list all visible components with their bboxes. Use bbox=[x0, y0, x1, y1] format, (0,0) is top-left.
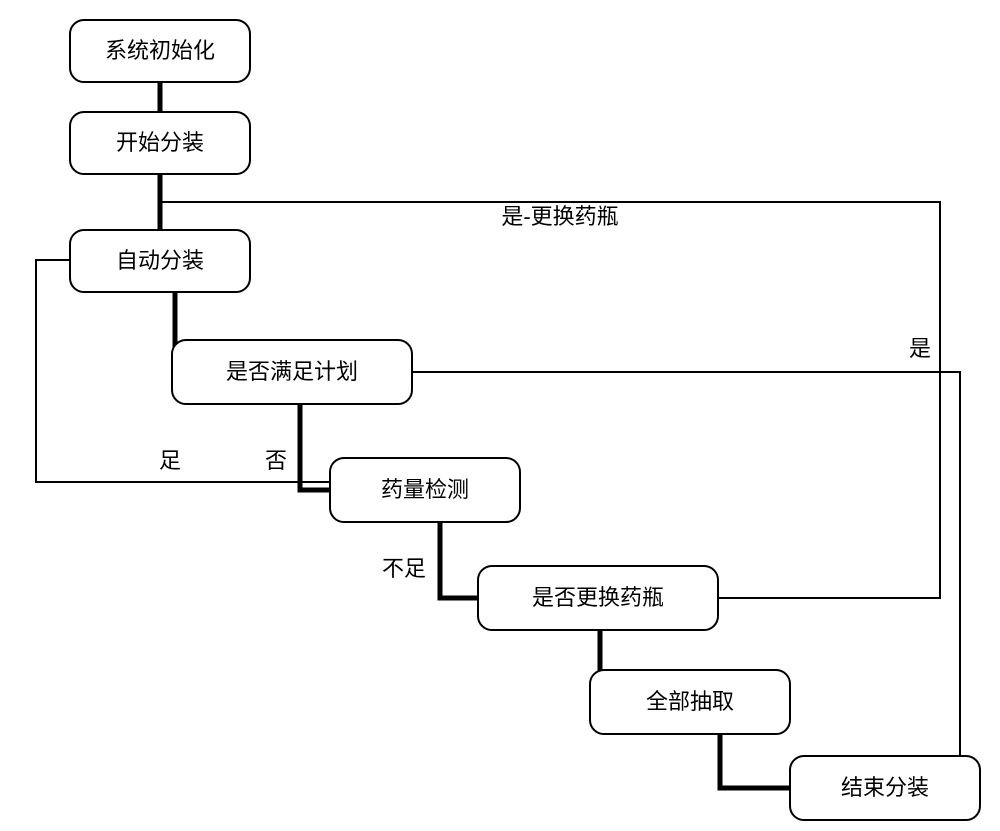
edge-label-e9: 是-更换药瓶 bbox=[501, 204, 618, 229]
node-label-n6: 是否更换药瓶 bbox=[532, 585, 664, 610]
node-label-n8: 结束分装 bbox=[841, 775, 929, 800]
edge-label-e10: 是 bbox=[909, 336, 931, 361]
edge-label-e4: 否 bbox=[265, 448, 287, 473]
node-label-n1: 系统初始化 bbox=[105, 38, 215, 63]
edge-label-e5: 足 bbox=[159, 448, 181, 473]
node-label-n2: 开始分装 bbox=[116, 130, 204, 155]
edge-label-e6: 不足 bbox=[382, 556, 426, 581]
node-label-n4: 是否满足计划 bbox=[226, 359, 358, 384]
node-label-n3: 自动分装 bbox=[116, 248, 204, 273]
flowchart-canvas: 否 足不足 是-更换药瓶是 系统初始化开始分装自动分装是否满足计划药量检测是否更换药瓶… bbox=[0, 0, 1000, 831]
node-label-n7: 全部抽取 bbox=[646, 689, 734, 714]
edge-e8 bbox=[720, 734, 790, 788]
node-label-n5: 药量检测 bbox=[381, 477, 469, 502]
edge-e6 bbox=[440, 522, 478, 598]
edge-e4 bbox=[300, 404, 330, 490]
